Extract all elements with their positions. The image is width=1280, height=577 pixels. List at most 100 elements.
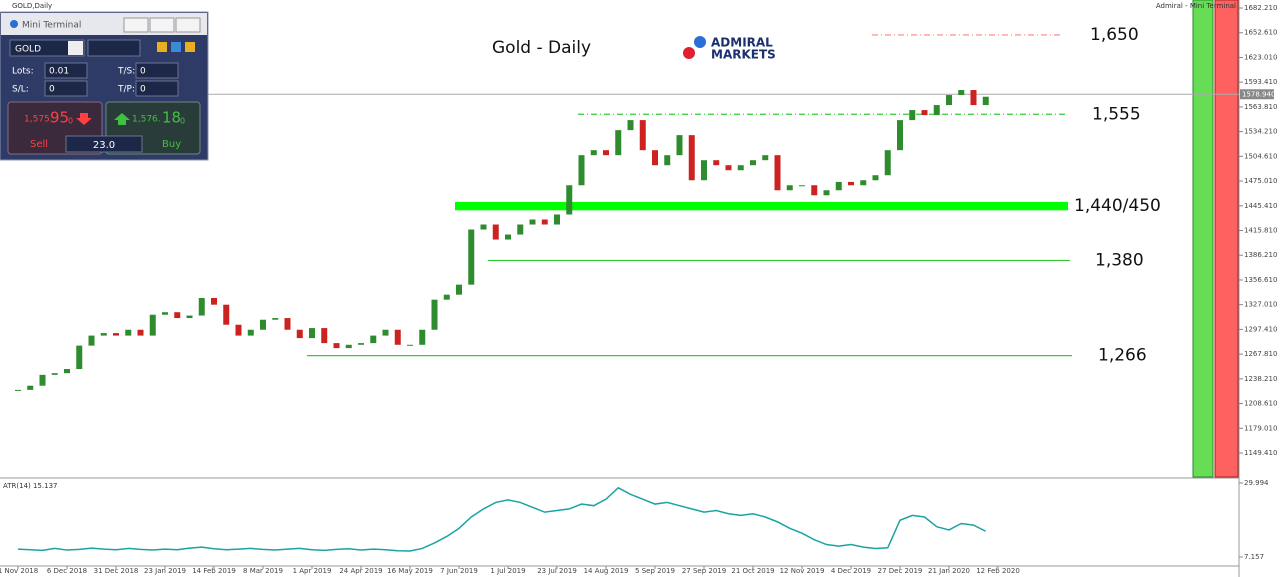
level-label: 1,440/450 bbox=[1074, 196, 1161, 216]
symbol-search[interactable] bbox=[87, 39, 141, 57]
y-tick-label: 1238.210 bbox=[1244, 375, 1277, 383]
symbol-dropdown[interactable] bbox=[68, 41, 83, 55]
x-tick-label: 23 Jul 2019 bbox=[537, 567, 577, 575]
y-tick-label: 1179.010 bbox=[1244, 424, 1277, 432]
terminal-title: Mini Terminal bbox=[22, 21, 81, 31]
x-tick-label: 8 Mar 2019 bbox=[243, 567, 283, 575]
x-tick-label: 14 Aug 2019 bbox=[584, 567, 629, 575]
y-tick-label: 1623.010 bbox=[1244, 53, 1277, 61]
atr-line bbox=[17, 486, 987, 552]
candle bbox=[725, 165, 732, 171]
level-label: 1,650 bbox=[1090, 25, 1139, 45]
tp-input[interactable] bbox=[135, 80, 179, 97]
right-bars bbox=[1192, 0, 1239, 478]
x-tick-label: 12 Feb 2020 bbox=[976, 567, 1020, 575]
level-band bbox=[455, 201, 1068, 211]
up-arrow bbox=[114, 113, 130, 125]
candle bbox=[149, 314, 156, 336]
tp-value: 0 bbox=[140, 85, 146, 95]
candle bbox=[529, 219, 536, 225]
logo-text: ADMIRAL bbox=[711, 36, 773, 50]
candle bbox=[774, 155, 781, 191]
candle bbox=[676, 135, 683, 156]
x-tick-label: 1 Jul 2019 bbox=[490, 567, 525, 575]
candle bbox=[456, 284, 462, 295]
x-tick-label: 12 Nov 2019 bbox=[780, 567, 825, 575]
candle bbox=[652, 150, 658, 166]
candle bbox=[750, 160, 756, 166]
ts-input[interactable] bbox=[135, 62, 179, 79]
y-tick-label: 1593.410 bbox=[1244, 78, 1277, 86]
down-arrow bbox=[76, 113, 92, 125]
candle bbox=[39, 374, 46, 386]
candle bbox=[884, 150, 891, 176]
x-tick-label: 31 Dec 2018 bbox=[94, 567, 139, 575]
candle bbox=[872, 175, 879, 181]
tool-button[interactable] bbox=[157, 42, 167, 52]
minimize-button[interactable] bbox=[123, 17, 149, 33]
y-tick-label: 1386.210 bbox=[1244, 251, 1277, 259]
symbol-select[interactable] bbox=[9, 39, 85, 57]
close-button[interactable] bbox=[175, 17, 201, 33]
window-right-title: Admiral - Mini Terminal bbox=[1156, 2, 1236, 10]
tp-label: T/P: bbox=[117, 85, 135, 95]
x-tick-label: 23 Jan 2019 bbox=[144, 567, 186, 575]
tool-button[interactable] bbox=[185, 42, 195, 52]
y-tick-label: 1208.610 bbox=[1244, 400, 1277, 408]
level-label: 1,380 bbox=[1095, 250, 1144, 270]
candle bbox=[223, 304, 230, 325]
y-tick-label: 29.994 bbox=[1244, 479, 1269, 487]
sl-input[interactable] bbox=[44, 80, 88, 97]
candle bbox=[394, 329, 401, 345]
current-price-label: 1578.940 bbox=[1242, 90, 1275, 98]
candle bbox=[309, 328, 315, 339]
candle bbox=[639, 120, 646, 151]
x-tick-label: 21 Oct 2019 bbox=[731, 567, 774, 575]
candle bbox=[835, 181, 842, 191]
lots-value: 0.01 bbox=[49, 67, 69, 77]
candle bbox=[615, 130, 622, 156]
sell-price-big: 95 bbox=[50, 109, 69, 127]
y-tick-label: 1682.210 bbox=[1244, 4, 1277, 12]
candle bbox=[296, 329, 303, 339]
candle bbox=[762, 155, 769, 161]
y-tick-label: 1504.610 bbox=[1244, 152, 1277, 160]
lots-label: Lots: bbox=[12, 67, 34, 77]
candle bbox=[517, 224, 524, 235]
candle bbox=[358, 343, 364, 345]
candle bbox=[64, 369, 70, 374]
x-tick-label: 21 Jan 2020 bbox=[928, 567, 970, 575]
tool-button[interactable] bbox=[171, 42, 181, 52]
y-tick-label: 1356.610 bbox=[1244, 276, 1277, 284]
y-tick-label: 1445.410 bbox=[1244, 202, 1277, 210]
candle bbox=[897, 120, 903, 151]
current-price-box bbox=[1240, 89, 1274, 100]
x-tick-label: 5 Sep 2019 bbox=[635, 567, 675, 575]
candle bbox=[272, 318, 279, 320]
candle bbox=[162, 312, 168, 315]
x-tick-label: 4 Dec 2019 bbox=[831, 567, 871, 575]
candle bbox=[443, 294, 450, 300]
candle bbox=[345, 344, 352, 349]
ts-label: T/S: bbox=[117, 67, 135, 77]
y-tick-label: 1534.210 bbox=[1244, 128, 1277, 136]
indicator-label: ATR(14) 15.137 bbox=[3, 482, 57, 490]
sl-value: 0 bbox=[49, 85, 55, 95]
chart-title: Gold - Daily bbox=[492, 38, 591, 58]
candle bbox=[333, 343, 340, 349]
volume-value: 23.0 bbox=[93, 140, 115, 151]
y-tick-label: 7.157 bbox=[1244, 553, 1264, 561]
maximize-button[interactable] bbox=[149, 17, 175, 33]
lots-input[interactable] bbox=[44, 62, 88, 79]
candle bbox=[370, 335, 377, 344]
candle bbox=[419, 329, 426, 345]
red-bar bbox=[1214, 0, 1239, 478]
candle bbox=[909, 110, 916, 121]
candle bbox=[786, 185, 793, 191]
candle bbox=[823, 190, 830, 196]
volume-input[interactable] bbox=[65, 135, 143, 153]
x-tick-label: 14 Feb 2019 bbox=[192, 567, 236, 575]
candle bbox=[811, 185, 818, 196]
candle bbox=[211, 298, 217, 305]
